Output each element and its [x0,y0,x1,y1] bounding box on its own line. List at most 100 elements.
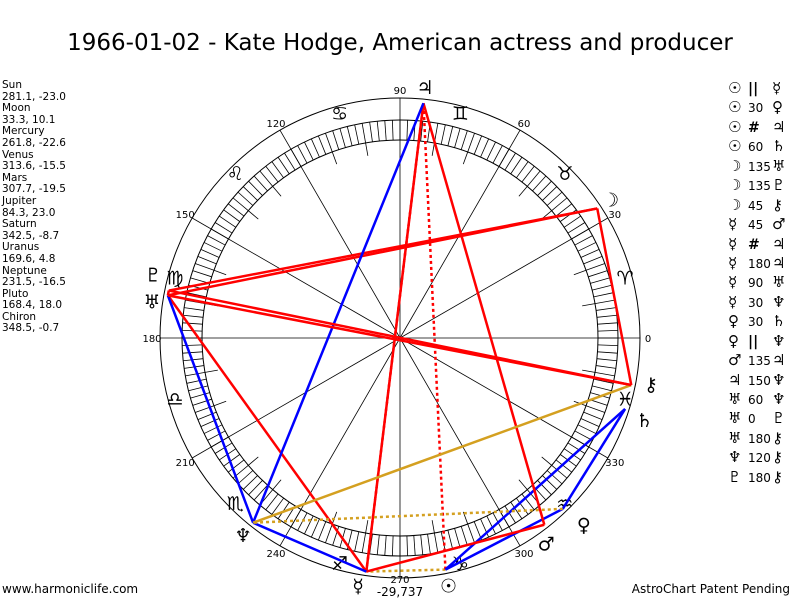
degree-tick [597,344,618,347]
planet-glyph-icon: ☿︎ [728,215,738,234]
degree-tick [271,161,284,179]
degree-tick [577,424,597,434]
aspect-row: ☽︎ 135♅︎ [728,157,785,176]
aspect-line-sun-jupiter [422,103,447,570]
degree-tick [551,464,568,479]
degree-tick [248,180,263,196]
degree-tick [248,480,263,496]
aspect-row: ☿︎ 45 ♂︎ [728,215,785,234]
degree-tick [182,322,203,325]
degree-tick [391,535,394,556]
degree-tick [440,531,446,552]
degree-tick [203,424,223,434]
aspect-value: || [748,333,759,350]
planet-glyph-icon: ♅︎ [728,409,742,428]
planet-glyph-icon: ♂︎ [772,215,786,234]
degree-tick [596,307,616,311]
aspect-value: 60 [748,140,764,155]
degree-tick [492,145,503,164]
aspect-row: ☽︎ 45 ⚷︎ [728,196,785,215]
aspect-row: ☽︎ 135♇︎ [728,176,785,195]
degree-tick [185,371,206,377]
degree-tick [440,124,446,145]
aspect-value: 135 [748,159,771,174]
degree-tick [583,411,603,421]
degree-tick [186,378,207,384]
degree-tick [192,398,212,406]
spoke-line [191,217,401,339]
sun-glyph-icon: ☉︎ [440,575,457,597]
planet-name: Moon [2,102,31,115]
moon-glyph-icon: ☽︎ [602,190,619,212]
degree-tick [433,532,439,553]
aspect-line-mercury-uranus [166,294,368,573]
footer-website[interactable]: www.harmoniclife.com [2,582,139,596]
degree-tick [325,523,333,543]
planet-name: Chiron [2,310,37,323]
decan-tick [582,369,596,373]
degree-label: 0 [645,334,651,345]
planet-glyph-icon: ♆︎ [772,390,786,408]
degree-tick [516,161,529,179]
degree-tick [480,518,490,538]
degree-tick [325,133,333,153]
decan-tick [573,269,587,276]
degree-tick [195,263,215,271]
decan-tick [272,186,282,197]
aspect-value: 45 [748,198,764,213]
aspect-row: ☉︎ 30 ♀︎ [728,98,785,117]
aspect-value: 180 [748,256,771,271]
degree-tick [460,130,468,150]
degree-label: 330 [605,458,624,469]
degree-tick [310,138,320,158]
planet-glyph-icon: ☉︎ [728,79,742,97]
zodiac-sign-icon: ♈︎ [617,268,634,290]
degree-tick [597,351,618,354]
planet-glyph-icon: ♆︎ [772,292,786,311]
degree-tick [391,120,394,141]
spoke-line [279,337,401,547]
aspect-line-uranus-neptune [166,294,255,524]
planet-glyph-icon: ♀︎ [728,331,739,350]
degree-tick [596,358,617,362]
zodiac-sign-icon: ♍︎ [166,268,183,290]
degree-tick [242,475,258,490]
planet-name: Pluto [2,287,29,300]
degree-tick [542,186,558,201]
planet-glyph-icon: ♆︎ [772,370,786,389]
degree-tick [420,534,424,555]
aspect-line-mars-jupiter [422,102,546,526]
degree-tick [277,157,290,175]
degree-tick [203,242,223,252]
decan-tick [213,400,227,407]
degree-tick [339,128,346,148]
degree-tick [593,378,614,384]
bottom-value: -29,737 [376,585,424,599]
spoke-line [399,217,609,339]
degree-tick [232,197,249,212]
degree-tick [207,430,226,441]
planet-glyph-icon: ☉︎ [728,98,742,117]
aspect-line-venus-saturn [561,408,627,510]
decan-tick [331,151,338,165]
decan-tick [365,142,369,156]
degree-label: 210 [176,458,195,469]
degree-tick [460,526,468,546]
aspect-value: 150 [748,373,771,388]
planet-glyph-icon: ☿︎ [728,273,738,292]
degree-tick [361,532,367,553]
planet-coords: 33.3, 10.1 [2,113,56,126]
planet-coords: 231.5, -16.5 [2,276,66,289]
degree-tick [184,307,204,311]
degree-tick [354,531,360,552]
planet-glyph-icon: ♃︎ [728,370,742,389]
degree-tick [546,191,563,206]
degree-tick [384,535,387,556]
degree-tick [346,126,353,146]
planet-coords: 168.4, 18.0 [2,299,63,312]
spoke-line [279,129,401,339]
planet-coords: 261.8, -22.6 [2,136,66,149]
planet-coords: 307.7, -19.5 [2,183,66,196]
decan-tick [541,456,552,466]
planet-name: Mercury [2,125,45,138]
